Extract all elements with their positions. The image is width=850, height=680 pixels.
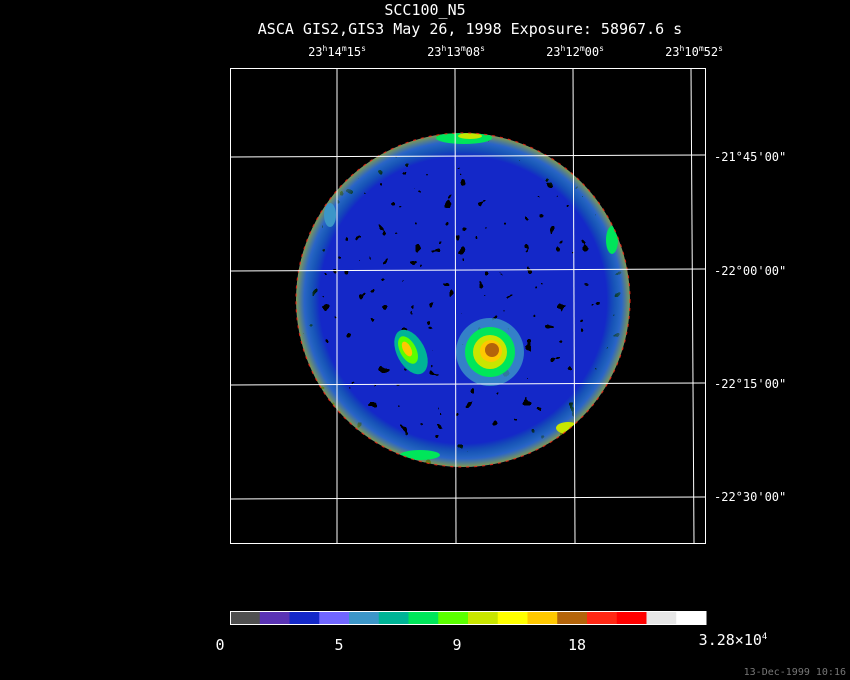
colorbar-tick-label: 9 [452,636,462,654]
colorbar-frame [230,611,706,625]
colorbar-swatch [259,611,290,625]
colorbar-swatch [616,611,647,625]
colorbar-swatch [408,611,439,625]
colorbar-swatch [230,611,261,625]
colorbar-swatch [497,611,528,625]
colorbar-max-label: 3.28×104 [698,631,768,649]
colorbar-tick-label: 5 [334,636,344,654]
colorbar-tick-label: 18 [567,636,587,654]
colorbar-swatch [587,611,618,625]
central-source [456,318,524,386]
ra-label: 23h13m08s [427,44,485,59]
colorbar-swatch [646,611,677,625]
colorbar-swatch [349,611,380,625]
colorbar-swatch [557,611,588,625]
colorbar-swatch [527,611,558,625]
dec-label: -22°00'00" [714,264,787,278]
dec-label: -21°45'00" [714,150,787,164]
timestamp: 13-Dec-1999 10:16 [743,667,846,678]
dec-label: -22°30'00" [714,490,787,504]
colorbar [230,611,707,625]
colorbar-swatch [289,611,320,625]
colorbar-tick-label: 0 [215,636,225,654]
ra-label: 23h14m15s [308,44,366,59]
colorbar-swatch [468,611,499,625]
coordinate-grid [229,67,706,544]
dec-label: -22°15'00" [714,377,787,391]
colorbar-swatch [378,611,409,625]
rim-features [324,133,618,460]
ra-label: 23h12m00s [546,44,604,59]
plot-title: SCC100_N5 [384,1,466,19]
plot-subtitle: ASCA GIS2,GIS3 May 26, 1998 Exposure: 58… [257,20,683,38]
colorbar-swatch [676,611,707,625]
ra-label: 23h10m52s [665,44,723,59]
colorbar-swatch [438,611,469,625]
secondary-source [394,329,428,375]
colorbar-swatch [319,611,350,625]
